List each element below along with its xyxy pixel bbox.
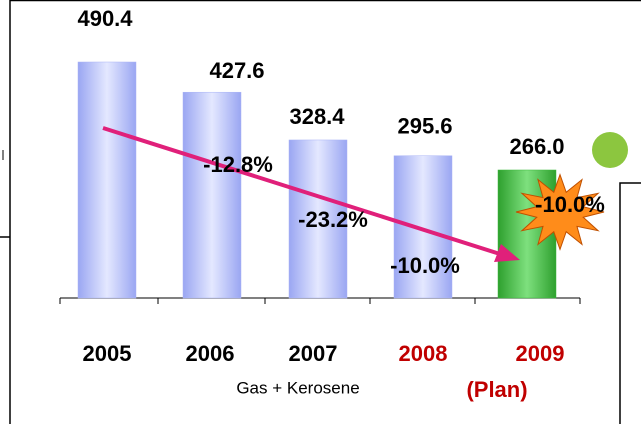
x-tick-label: 2007 — [289, 341, 338, 366]
value-label: 427.6 — [209, 58, 264, 83]
bar — [288, 139, 348, 299]
burst — [515, 173, 605, 251]
change-annotation: -10.0% — [390, 253, 460, 278]
value-label: 490.4 — [77, 6, 133, 31]
bar — [393, 155, 453, 299]
value-label: 328.4 — [289, 104, 345, 129]
value-label: 295.6 — [397, 114, 452, 139]
decor-circle — [592, 132, 628, 168]
change-annotation: -12.8% — [203, 152, 273, 177]
plan-note: (Plan) — [466, 377, 527, 402]
x-tick-label: 2008 — [399, 341, 448, 366]
bar — [182, 91, 242, 299]
x-tick-label: 2006 — [186, 341, 235, 366]
trend-arrow — [102, 126, 501, 256]
change-annotation: -23.2% — [298, 207, 368, 232]
x-axis-label: Gas + Kerosene — [236, 378, 359, 397]
bar — [77, 61, 137, 299]
value-label: 266.0 — [509, 134, 564, 159]
frame — [9, 0, 641, 424]
arrow-head — [494, 244, 520, 262]
x-tick-label: 2005 — [83, 341, 132, 366]
side-panel — [619, 182, 641, 424]
change-annotation: -10.0% — [535, 192, 605, 217]
x-tick-label: 2009 — [516, 341, 565, 366]
ticks — [59, 298, 581, 304]
